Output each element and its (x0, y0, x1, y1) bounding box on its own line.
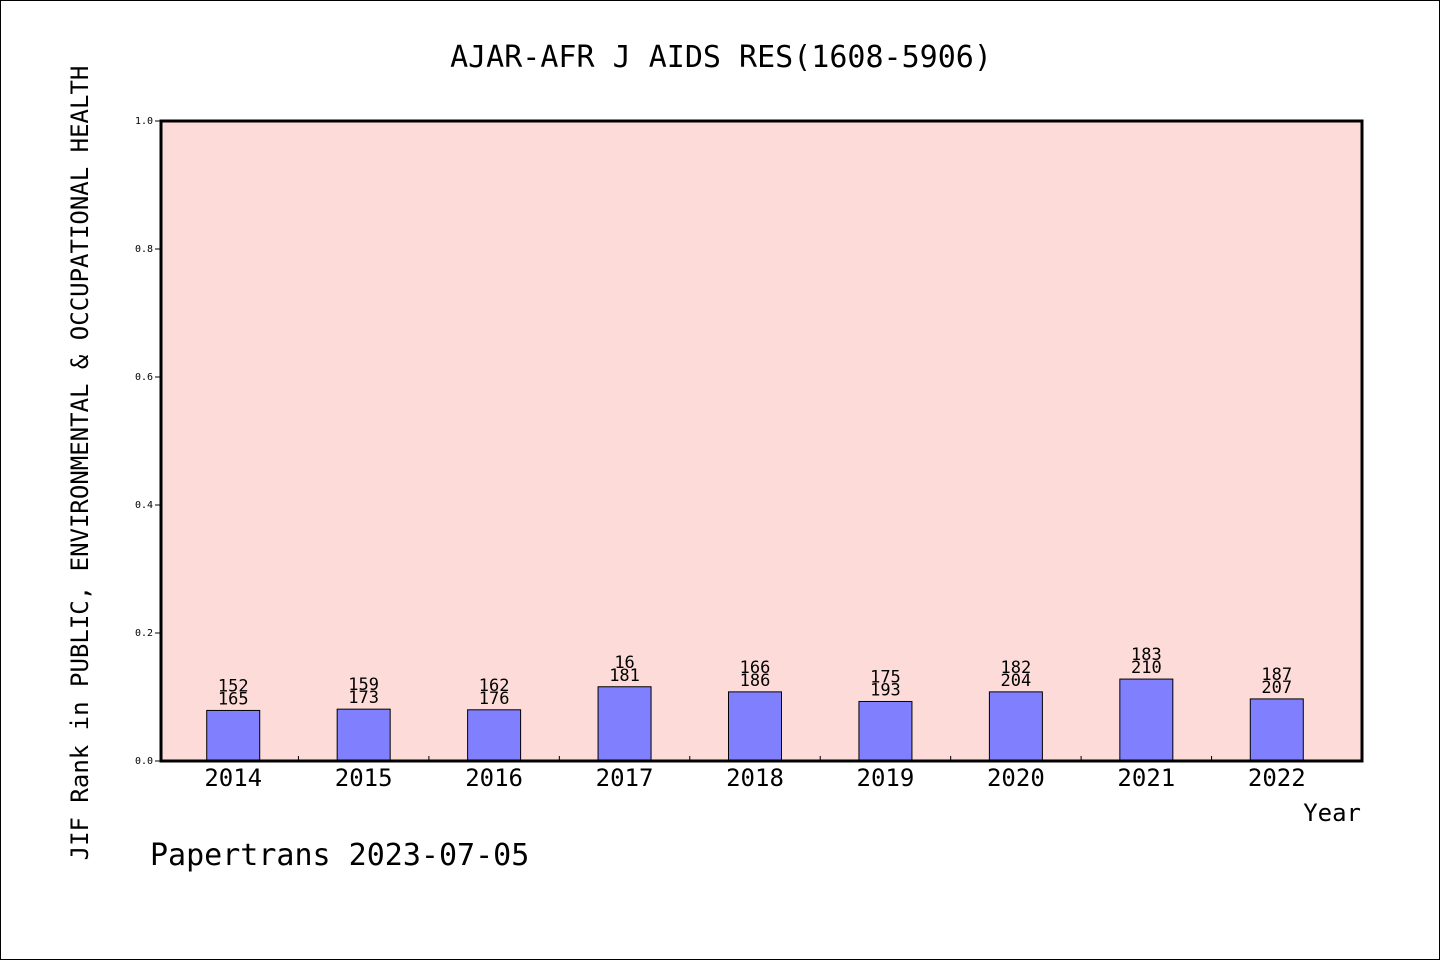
bar (597, 686, 652, 762)
x-tick-label: 2015 (335, 764, 393, 792)
bar (1249, 698, 1304, 762)
x-axis-label: Year (1303, 799, 1361, 827)
bar-total-label: 193 (870, 680, 901, 700)
x-tick-label: 2017 (596, 764, 654, 792)
x-tick-label: 2016 (465, 764, 523, 792)
bar-total-label: 173 (348, 688, 379, 708)
plot-border (159, 119, 1364, 763)
y-tick-label: 0.4 (135, 500, 153, 511)
y-tick-label: 0.6 (135, 372, 153, 383)
bar-rank-label: 159 (348, 675, 379, 695)
bar (858, 700, 913, 762)
bar-rank-label: 187 (1261, 665, 1292, 685)
bar (1119, 678, 1174, 762)
x-tick-label: 2021 (1117, 764, 1175, 792)
plot-area (159, 119, 1364, 763)
x-tick-label: 2022 (1248, 764, 1306, 792)
bar-rank-label: 152 (218, 676, 249, 696)
bar-rank-label: 175 (870, 667, 901, 687)
bar (467, 709, 522, 762)
x-tick-label: 2018 (726, 764, 784, 792)
y-axis-label: JIF Rank in PUBLIC, ENVIRONMENTAL & OCCU… (66, 66, 94, 861)
x-tick-label: 2020 (987, 764, 1045, 792)
bar (336, 708, 391, 762)
bar-total-label: 207 (1261, 678, 1292, 698)
bar-total-label: 210 (1131, 658, 1162, 678)
bar-rank-label: 183 (1131, 645, 1162, 665)
bar-rank-label: 162 (479, 676, 510, 696)
y-tick-label: 0.8 (135, 244, 153, 255)
x-tick-label: 2019 (857, 764, 915, 792)
chart-title: AJAR-AFR J AIDS RES(1608-5906) (450, 40, 992, 75)
y-tick-label: 1.0 (135, 116, 153, 127)
y-axis: 0.0 0.2 0.4 0.6 0.8 1.0 (135, 116, 161, 767)
bar-rank-label: 166 (740, 658, 771, 678)
bar-total-label: 181 (609, 666, 640, 686)
bar-total-label: 165 (218, 689, 249, 709)
bar-rank-label: 182 (1001, 658, 1032, 678)
bar (988, 691, 1043, 762)
bar-total-label: 176 (479, 689, 510, 709)
bar-total-label: 186 (740, 671, 771, 691)
bar-total-label: 204 (1001, 671, 1032, 691)
footer-credit: Papertrans 2023-07-05 (150, 838, 529, 873)
bar (728, 691, 782, 762)
bar (206, 709, 261, 762)
bar-rank-label: 16 (614, 653, 634, 673)
x-axis: 2014 2015 2016 2017 2018 2019 2020 2021 2022 (204, 756, 1306, 792)
y-tick-label: 0.0 (135, 756, 153, 767)
y-tick-label: 0.2 (135, 628, 153, 639)
x-tick-label: 2014 (204, 764, 262, 792)
